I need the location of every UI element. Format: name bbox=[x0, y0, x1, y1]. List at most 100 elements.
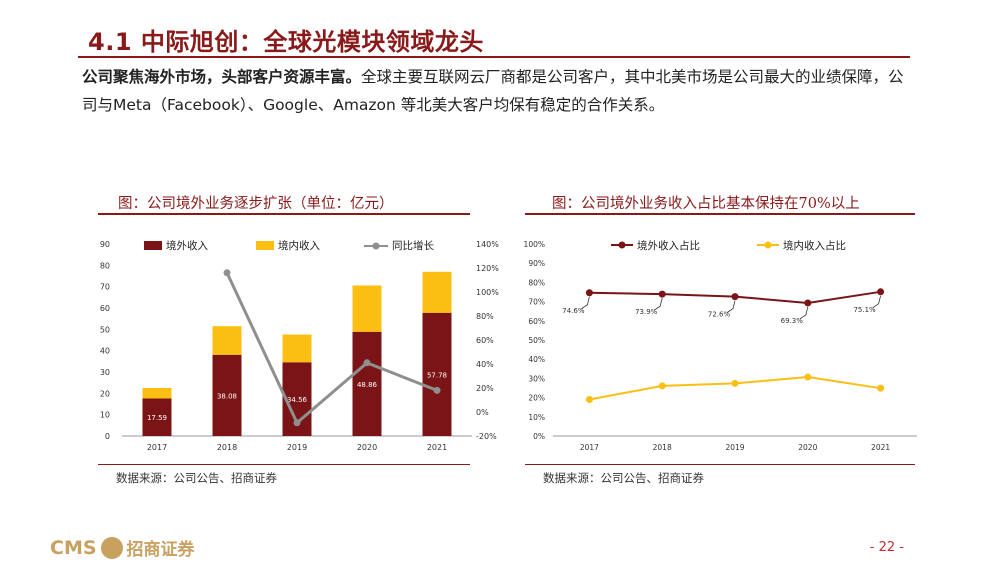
domestic-share-point bbox=[804, 373, 812, 381]
legend-label-yoy: 同比增长 bbox=[392, 239, 434, 252]
y-tick-label: 30% bbox=[528, 374, 545, 383]
data-label-leader bbox=[726, 300, 736, 313]
overseas-share-point bbox=[585, 289, 593, 297]
legend-swatch-overseas-dot bbox=[618, 241, 626, 249]
y2-tick-label: 120% bbox=[476, 264, 499, 273]
logo-chinese: 招商证券 bbox=[126, 540, 195, 560]
legend-swatch-yoy-dot bbox=[372, 242, 380, 250]
bar-overseas bbox=[142, 398, 172, 436]
legend-swatch-domestic-dot bbox=[764, 241, 772, 249]
overseas-share-point bbox=[877, 288, 885, 296]
bar-domestic bbox=[282, 334, 312, 363]
data-label-leader bbox=[581, 296, 590, 310]
page-number: - 22 - bbox=[869, 540, 904, 555]
logo-latin: CMS bbox=[50, 536, 97, 559]
y2-tick-label: 100% bbox=[476, 288, 499, 297]
title-divider bbox=[78, 56, 910, 58]
y-tick-label: 60 bbox=[100, 304, 110, 313]
data-label-leader bbox=[872, 295, 881, 309]
x-tick-label: 2021 bbox=[871, 443, 890, 452]
page-title: 4.1 中际旭创：全球光模块领域龙头 bbox=[88, 28, 484, 56]
yoy-point bbox=[363, 359, 371, 367]
bar-data-label: 17.59 bbox=[147, 414, 167, 422]
right-chart-bottom-rule bbox=[525, 464, 915, 465]
y-tick-label: 0 bbox=[105, 432, 110, 441]
y-tick-label: 20% bbox=[528, 394, 545, 403]
yoy-line bbox=[225, 272, 438, 426]
x-tick-label: 2019 bbox=[287, 443, 307, 452]
overseas-share-data-label: 72.6% bbox=[708, 311, 731, 319]
yoy-point bbox=[293, 419, 301, 427]
overseas-share-data-label: 69.3% bbox=[781, 317, 804, 325]
y2-tick-label: 140% bbox=[476, 240, 499, 249]
y2-tick-label: 80% bbox=[476, 312, 494, 321]
bar-overseas bbox=[422, 312, 452, 436]
y-tick-label: 50% bbox=[528, 336, 545, 345]
right-chart-top-rule bbox=[525, 213, 915, 215]
intro-paragraph: 公司聚焦海外市场，头部客户资源丰富。全球主要互联网云厂商都是公司客户，其中北美市… bbox=[82, 63, 912, 119]
y-tick-label: 10% bbox=[528, 413, 545, 422]
yoy-point bbox=[223, 269, 231, 277]
y-tick-label: 40% bbox=[528, 355, 545, 364]
logo-seal-icon bbox=[100, 536, 123, 559]
legend-label-domestic: 境内收入占比 bbox=[783, 239, 846, 252]
yoy-point bbox=[433, 386, 441, 394]
y-tick-label: 80 bbox=[100, 261, 110, 270]
domestic-share-point bbox=[877, 384, 885, 392]
y2-tick-label: 40% bbox=[476, 360, 494, 369]
bar-data-label: 48.86 bbox=[357, 381, 378, 389]
overseas-share-chart: 0% 10% 20% 30% 40% 50% 60% 70% 80% 90% 100% 2017 201… bbox=[524, 239, 917, 452]
bar-overseas bbox=[212, 354, 242, 436]
y-tick-label: 80% bbox=[528, 278, 545, 287]
overseas-share-point bbox=[804, 299, 812, 307]
y2-tick-label: 20% bbox=[476, 384, 494, 393]
domestic-share-point bbox=[585, 396, 593, 404]
y2-tick-label: 0% bbox=[476, 408, 489, 417]
x-tick-label: 2017 bbox=[580, 443, 599, 452]
bar-domestic bbox=[422, 271, 452, 313]
y-tick-label: 40 bbox=[100, 347, 110, 356]
right-chart-title: 图：公司境外业务收入占比基本保持在70%以上 bbox=[552, 196, 860, 212]
y-tick-label: 50 bbox=[100, 325, 110, 334]
y-tick-label: 100% bbox=[524, 240, 545, 249]
overseas-revenue-chart: 0 10 20 30 40 50 60 70 80 90 -20% 0% 20% 40% 60% 80% 100… bbox=[100, 239, 499, 452]
right-chart-source: 数据来源：公司公告、招商证券 bbox=[543, 471, 704, 485]
bar-domestic bbox=[352, 285, 382, 332]
legend-swatch-overseas bbox=[144, 241, 162, 250]
y-tick-label: 90% bbox=[528, 259, 545, 268]
y-tick-label: 90 bbox=[100, 240, 110, 249]
y-tick-label: 60% bbox=[528, 317, 545, 326]
bar-overseas bbox=[352, 331, 382, 436]
legend-swatch-domestic bbox=[256, 241, 274, 250]
legend-label-overseas: 境外收入 bbox=[166, 239, 208, 252]
overseas-share-data-label: 74.6% bbox=[562, 307, 585, 315]
x-tick-label: 2021 bbox=[427, 443, 447, 452]
overseas-share-data-label: 75.1% bbox=[853, 306, 876, 314]
legend-label-domestic: 境内收入 bbox=[278, 239, 320, 252]
left-chart-title: 图：公司境外业务逐步扩张（单位：亿元） bbox=[118, 196, 394, 212]
overseas-share-point bbox=[731, 293, 739, 301]
left-chart-top-rule bbox=[98, 213, 470, 215]
bar-data-label: 38.08 bbox=[217, 392, 237, 400]
left-chart-bottom-rule bbox=[98, 464, 470, 465]
left-chart-source: 数据来源：公司公告、招商证券 bbox=[116, 471, 277, 485]
cms-logo: CMS 招商证券 bbox=[50, 535, 195, 560]
x-tick-label: 2020 bbox=[357, 443, 377, 452]
y-tick-label: 70 bbox=[100, 283, 110, 292]
data-label-leader bbox=[653, 298, 663, 311]
legend-label-overseas: 境外收入占比 bbox=[637, 239, 700, 252]
y-tick-label: 10 bbox=[100, 411, 110, 420]
intro-bold-lead: 公司聚焦海外市场，头部客户资源丰富。 bbox=[82, 68, 362, 86]
overseas-share-point bbox=[658, 290, 666, 298]
y-tick-label: 30 bbox=[100, 368, 110, 377]
y-tick-label: 20 bbox=[100, 389, 110, 398]
bar-domestic bbox=[142, 388, 172, 399]
bar-data-label: 57.78 bbox=[427, 371, 447, 379]
intro-body: 全球主要互联网云厂商都是公司客户，其中北美市场是公司最大的业绩保障，公司与Met… bbox=[82, 68, 904, 114]
domestic-share-point bbox=[731, 379, 739, 387]
x-tick-label: 2020 bbox=[798, 443, 817, 452]
x-tick-label: 2018 bbox=[217, 443, 237, 452]
x-tick-label: 2017 bbox=[147, 443, 167, 452]
x-tick-label: 2018 bbox=[653, 443, 672, 452]
x-tick-label: 2019 bbox=[725, 443, 744, 452]
